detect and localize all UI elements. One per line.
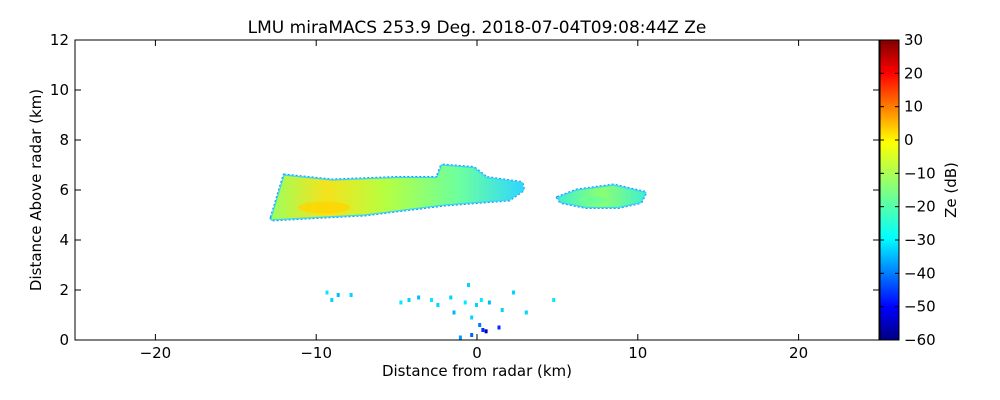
x-tick-label: −10 xyxy=(300,344,332,362)
colorbar-tick-label: 20 xyxy=(904,64,923,82)
clutter-speckle xyxy=(436,303,440,307)
clutter-speckle xyxy=(417,295,421,300)
clutter-speckle xyxy=(500,308,504,312)
echo-right-cell-core xyxy=(578,196,607,204)
x-axis: −20 −10 0 10 20 xyxy=(140,40,808,362)
colorbar-tick-label: −30 xyxy=(904,231,936,249)
clutter-speckle xyxy=(484,329,488,334)
colorbar-tick-label: 10 xyxy=(904,98,923,116)
echo-right-cell xyxy=(556,184,647,209)
y-tick-label: 6 xyxy=(59,181,69,199)
clutter-speckle xyxy=(349,293,353,297)
clutter-speckle xyxy=(399,300,403,305)
clutter-speckle xyxy=(470,333,474,337)
x-tick-label: 10 xyxy=(628,344,647,362)
y-tick-label: 8 xyxy=(59,131,69,149)
clutter-speckle xyxy=(524,310,528,315)
clutter-speckle xyxy=(325,290,329,295)
clutter-speckle xyxy=(407,298,411,302)
clutter-speckle xyxy=(552,298,556,302)
colorbar xyxy=(879,39,900,341)
y-tick-label: 12 xyxy=(50,31,69,49)
clutter-speckle xyxy=(470,315,474,320)
clutter-speckle xyxy=(512,290,515,295)
y-tick-label: 0 xyxy=(59,331,69,349)
clutter-speckle xyxy=(478,323,482,327)
echo-layer xyxy=(269,163,648,340)
clutter-speckle xyxy=(463,300,467,305)
y-tick-label: 4 xyxy=(59,231,69,249)
colorbar-tick-label: −60 xyxy=(904,331,936,349)
echo-main-layer-core xyxy=(298,201,351,214)
colorbar-tick-label: −40 xyxy=(904,264,936,282)
colorbar-tick-label: −20 xyxy=(904,198,936,216)
y-axis-label: Distance Above radar (km) xyxy=(27,89,45,291)
clutter-speckle xyxy=(479,298,483,302)
colorbar-tick-label: 30 xyxy=(904,31,923,49)
clutter-speckle xyxy=(467,283,470,287)
y-axis: 0 2 4 6 8 10 12 xyxy=(50,31,879,349)
clutter-speckle xyxy=(452,310,456,315)
clutter-speckle xyxy=(430,298,433,302)
clutter-speckle xyxy=(449,295,453,300)
colorbar-tick-label: 0 xyxy=(904,131,914,149)
clutter-speckle xyxy=(497,325,501,330)
x-tick-label: 20 xyxy=(789,344,808,362)
x-tick-label: −20 xyxy=(140,344,172,362)
clutter-speckle xyxy=(330,298,334,302)
clutter-speckle xyxy=(475,303,478,307)
y-tick-label: 10 xyxy=(50,81,69,99)
colorbar-label: Ze (dB) xyxy=(942,162,960,218)
clutter-speckle xyxy=(487,300,491,305)
clutter-speckle xyxy=(458,335,462,340)
clutter-speckle xyxy=(481,328,485,332)
y-tick-label: 2 xyxy=(59,281,69,299)
x-tick-label: 0 xyxy=(472,344,482,362)
clutter-speckle xyxy=(336,293,340,297)
colorbar-tick-label: −10 xyxy=(904,164,936,182)
colorbar-ticks: 30 20 10 0 −10 −20 −30 −40 −50 −60 xyxy=(880,31,936,349)
colorbar-tick-label: −50 xyxy=(904,298,936,316)
chart-title: LMU miraMACS 253.9 Deg. 2018-07-04T09:08… xyxy=(248,18,707,38)
x-axis-label: Distance from radar (km) xyxy=(382,362,572,380)
